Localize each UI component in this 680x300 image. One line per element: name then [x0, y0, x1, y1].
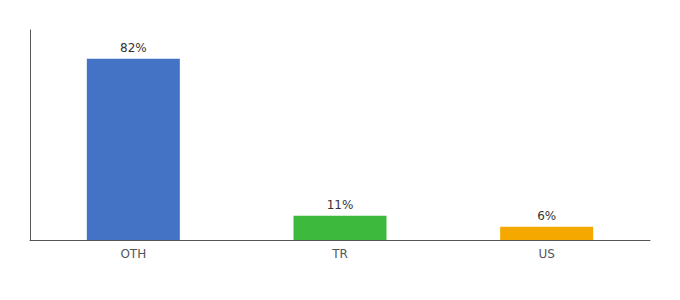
svg-text:US: US — [538, 247, 554, 261]
svg-text:TR: TR — [331, 247, 348, 261]
svg-text:82%: 82% — [120, 41, 147, 55]
svg-text:6%: 6% — [537, 209, 556, 223]
svg-text:11%: 11% — [327, 198, 354, 212]
svg-text:OTH: OTH — [120, 247, 146, 261]
